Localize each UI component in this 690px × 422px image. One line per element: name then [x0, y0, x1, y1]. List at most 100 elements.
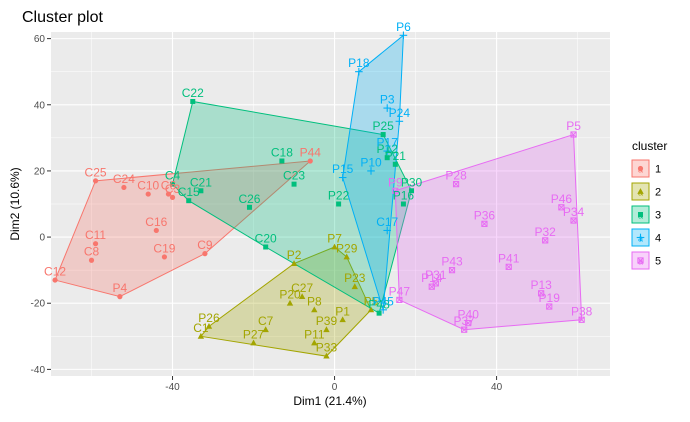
cluster-3-point [186, 198, 192, 204]
point-label: C3 [165, 182, 181, 196]
cluster-5-point [428, 283, 435, 290]
x-tick-label: 0 [332, 382, 338, 393]
point-label: P41 [498, 251, 520, 265]
point-label: P5 [566, 119, 581, 133]
point-label: P17 [377, 136, 399, 150]
point-label: P39 [316, 314, 338, 328]
point-label: C12 [44, 265, 66, 279]
cluster-3-point [400, 201, 406, 207]
point-label: P26 [198, 311, 220, 325]
cluster-1-point [165, 191, 172, 197]
cluster-1-point [153, 227, 159, 234]
point-label: P34 [563, 205, 585, 219]
point-label: P27 [243, 327, 265, 341]
cluster-1-point [307, 158, 313, 164]
cluster-4-point [379, 306, 387, 314]
cluster-2-point [343, 253, 350, 260]
point-label: P10 [360, 155, 382, 169]
y-tick-label: -40 [31, 365, 46, 376]
point-label: C18 [271, 146, 293, 160]
cluster-2-point [367, 306, 375, 313]
point-label: P30 [401, 175, 423, 189]
cluster-2-point [290, 260, 298, 266]
point-label: C20 [255, 232, 277, 246]
point-label: P4 [113, 281, 128, 295]
cluster-4-point [338, 173, 347, 182]
cluster-4-hull [342, 34, 404, 310]
cluster-3-point [279, 158, 285, 164]
cluster-4-point [383, 104, 392, 112]
cluster-1-point [92, 178, 99, 184]
point-label: C6 [161, 179, 177, 193]
point-label: C26 [238, 192, 260, 206]
legend-label-2: 2 [655, 187, 661, 199]
point-label: P40 [458, 308, 480, 322]
cluster-5-point [392, 187, 399, 194]
cluster-5-point [396, 296, 403, 304]
point-label: P24 [389, 106, 411, 120]
cluster-3-point [392, 161, 398, 167]
point-label: C21 [190, 175, 212, 189]
point-label: P23 [344, 271, 366, 285]
point-label: P1 [335, 304, 350, 318]
point-label: P48 [368, 298, 390, 312]
point-label: P29 [336, 241, 358, 255]
cluster-3-point [170, 181, 176, 187]
point-label: P45 [372, 294, 394, 308]
cluster-2-point [298, 293, 306, 300]
cluster-3-point [190, 98, 196, 104]
cluster-4-point [383, 226, 392, 235]
legend-key-glyph: a [638, 234, 643, 244]
point-label: P31 [425, 268, 447, 282]
legend-marker-3 [638, 212, 643, 217]
cluster-5-point [570, 217, 577, 224]
legend-key-glyph: a [638, 257, 643, 267]
cluster-3-point [376, 310, 382, 316]
cluster-5-point [481, 220, 488, 227]
point-label: C22 [182, 86, 204, 100]
cluster-1-point [145, 191, 151, 197]
point-label: P9 [388, 175, 403, 189]
legend-title: cluster [632, 139, 667, 153]
point-label: C10 [137, 179, 159, 193]
point-label: P33 [316, 341, 338, 355]
axis-layer: -40 0 40 -40 -20 0 20 40 60 [31, 34, 503, 393]
cluster-5-point [505, 263, 512, 270]
cluster-2-point [262, 326, 269, 333]
point-label: P22 [328, 189, 350, 203]
legend: cluster a 1 a 2 a 3 a 4 a 5 [631, 139, 667, 270]
cluster-5-point [452, 181, 460, 188]
point-label: C11 [85, 228, 106, 242]
x-tick-label: 40 [491, 382, 503, 393]
cluster-2-point [197, 332, 205, 339]
cluster-3-point [380, 132, 386, 138]
cluster-5-point [578, 316, 585, 323]
cluster-5-point [570, 131, 577, 138]
y-tick-label: 60 [34, 34, 46, 45]
point-label: C25 [85, 165, 107, 179]
cluster-5-point [465, 319, 472, 327]
cluster-1-point [121, 184, 127, 191]
y-axis-label: Dim2 (10.6%) [8, 167, 22, 240]
legend-key-glyph: a [638, 165, 643, 175]
cluster-1-point [161, 254, 168, 260]
cluster-3-point [246, 204, 252, 210]
legend-key-glyph: a [638, 188, 643, 198]
cluster-3-point [336, 201, 342, 207]
cluster-2-point [351, 283, 359, 290]
cluster-3-point [384, 155, 390, 161]
point-label: C19 [153, 241, 175, 255]
point-label: P28 [445, 169, 467, 183]
point-label: P7 [327, 232, 342, 246]
cluster-5-point [448, 267, 456, 274]
point-label: P15 [332, 162, 354, 176]
point-label: P16 [393, 189, 415, 203]
cluster-5-point [461, 326, 468, 333]
y-tick-label: 40 [34, 100, 46, 111]
point-label: C1 [193, 321, 209, 335]
cluster-5-point [546, 303, 553, 310]
cluster-4-point [367, 167, 375, 175]
point-label: P18 [348, 56, 370, 70]
